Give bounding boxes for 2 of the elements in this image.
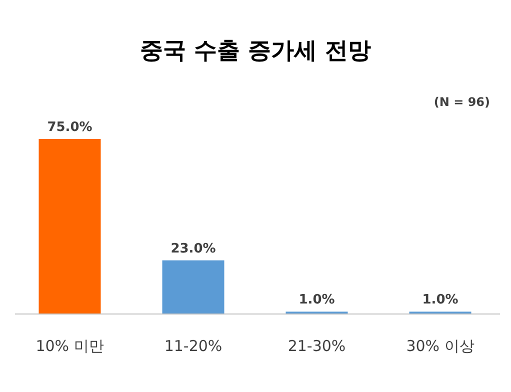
annotation: (N = 96): [434, 95, 490, 109]
title: 중국 수출 증가세 전망: [140, 38, 372, 64]
